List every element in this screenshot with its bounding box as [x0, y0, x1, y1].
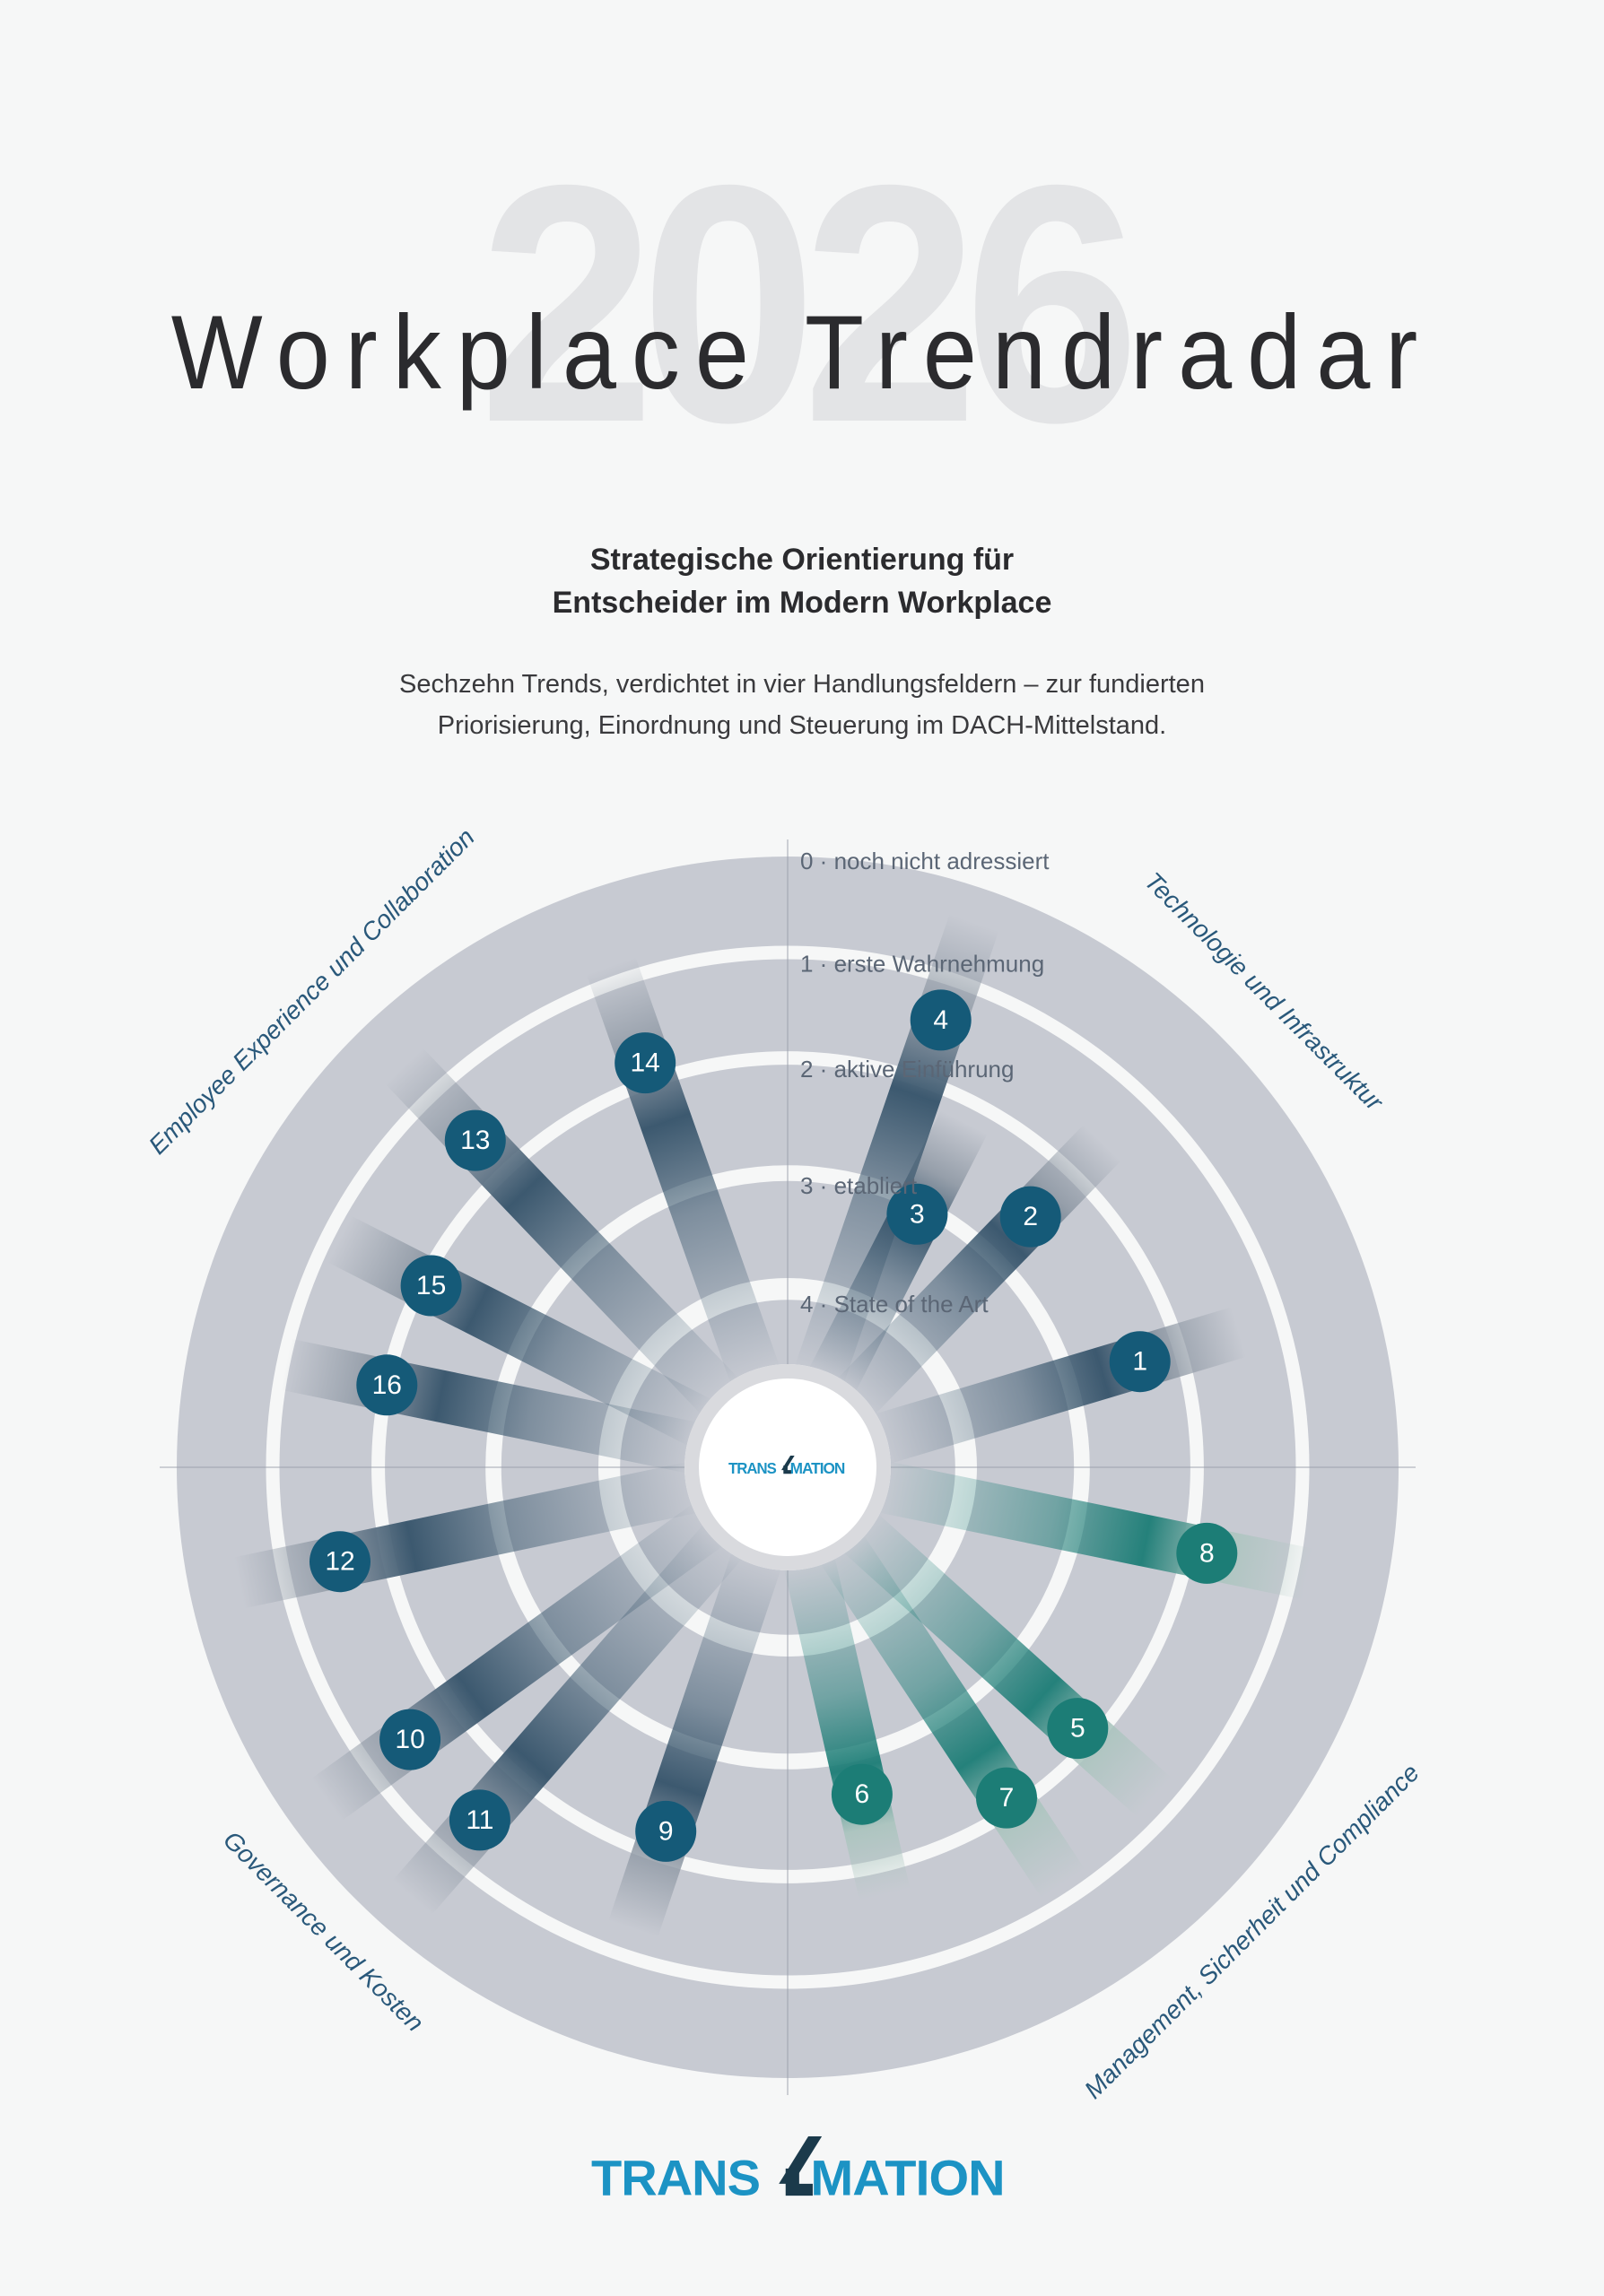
svg-text:7: 7: [999, 1783, 1015, 1813]
svg-text:14: 14: [631, 1048, 660, 1078]
svg-text:13: 13: [460, 1126, 490, 1155]
svg-text:15: 15: [416, 1271, 446, 1300]
svg-text:8: 8: [1199, 1538, 1215, 1568]
svg-text:2: 2: [1023, 1202, 1038, 1231]
svg-text:3 · etabliert: 3 · etabliert: [800, 1172, 918, 1199]
svg-text:5: 5: [1070, 1714, 1085, 1744]
svg-text:MATION: MATION: [790, 1459, 845, 1477]
svg-text:11: 11: [466, 1805, 493, 1835]
svg-text:TRANS: TRANS: [591, 2149, 760, 2205]
svg-text:0 · noch nicht adressiert: 0 · noch nicht adressiert: [800, 848, 1050, 874]
svg-text:1: 1: [1132, 1347, 1147, 1377]
svg-text:2 · aktive Einführung: 2 · aktive Einführung: [800, 1056, 1014, 1083]
svg-text:TRANS: TRANS: [728, 1459, 776, 1477]
svg-text:12: 12: [325, 1547, 354, 1577]
svg-text:10: 10: [395, 1725, 424, 1754]
svg-text:1 · erste Wahrnehmung: 1 · erste Wahrnehmung: [800, 951, 1044, 978]
svg-text:6: 6: [855, 1779, 870, 1809]
svg-text:3: 3: [910, 1199, 925, 1229]
svg-text:4: 4: [933, 1005, 948, 1035]
svg-text:9: 9: [658, 1816, 674, 1846]
svg-text:16: 16: [372, 1370, 402, 1400]
svg-text:MATION: MATION: [810, 2149, 1004, 2205]
svg-text:4 · State of the Art: 4 · State of the Art: [800, 1291, 989, 1318]
